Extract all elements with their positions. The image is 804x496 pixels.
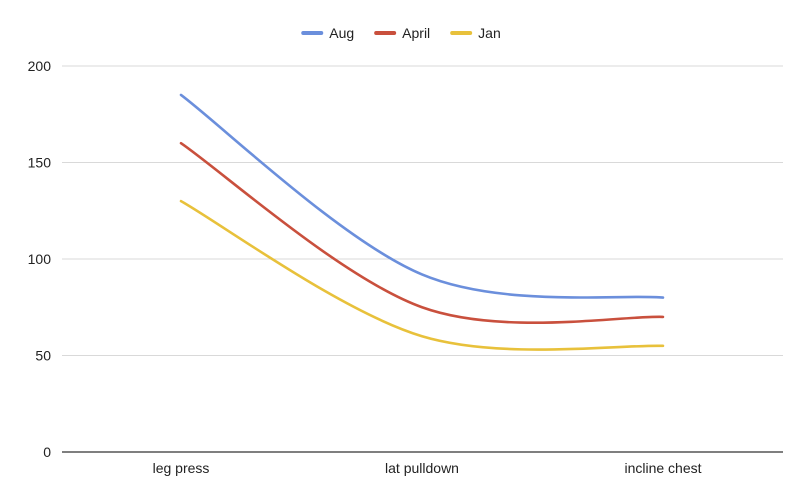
series-line-april <box>179 141 665 324</box>
y-tick-label: 150 <box>28 155 52 171</box>
x-axis: leg press lat pulldown incline chest <box>62 451 783 476</box>
y-tick-label: 200 <box>28 58 52 74</box>
y-axis: 0 50 100 150 200 <box>28 58 52 460</box>
grid <box>62 65 783 356</box>
x-tick-label: lat pulldown <box>385 460 459 476</box>
legend: Aug April Jan <box>301 25 501 41</box>
legend-label: Jan <box>478 25 501 41</box>
series-group <box>179 93 665 351</box>
x-tick-label: leg press <box>153 460 210 476</box>
series-line-jan <box>179 199 665 351</box>
y-tick-label: 50 <box>35 348 51 364</box>
y-tick-label: 100 <box>28 251 52 267</box>
y-tick-label: 0 <box>43 444 51 460</box>
legend-label: Aug <box>329 25 354 41</box>
legend-label: April <box>402 25 430 41</box>
series-line-aug <box>179 93 665 299</box>
x-tick-label: incline chest <box>624 460 701 476</box>
